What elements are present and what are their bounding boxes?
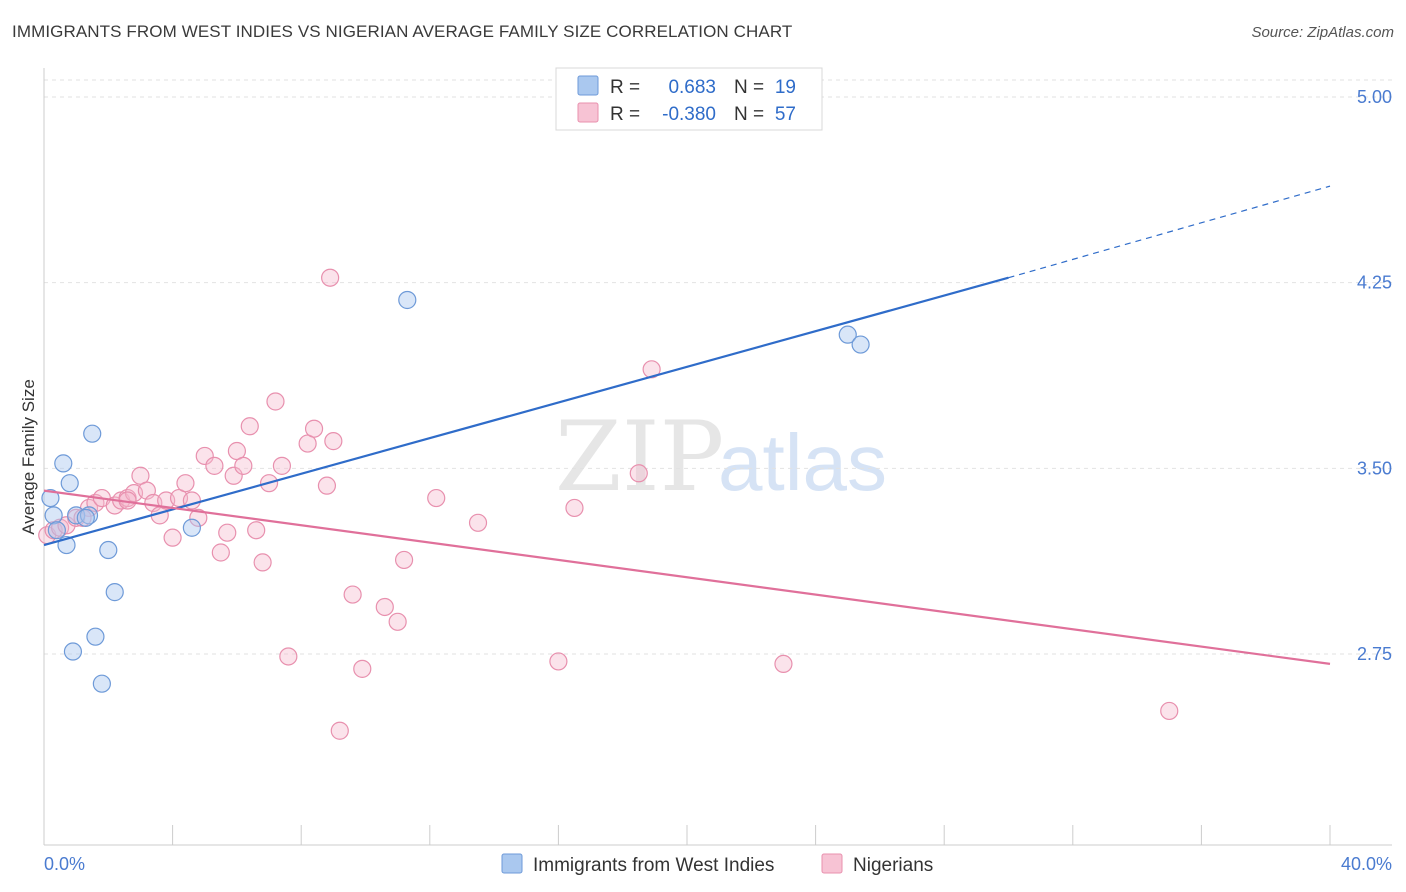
trend-lines <box>43 185 1331 665</box>
legend-r-value-blue: 0.683 <box>668 77 716 98</box>
data-point-pink <box>195 446 214 466</box>
data-point-pink <box>176 474 195 493</box>
data-point-blue <box>47 521 66 540</box>
legend-n-value-pink: 57 <box>775 104 796 125</box>
data-point-pink <box>272 456 292 475</box>
series-legend-swatch-pink <box>821 853 843 874</box>
y-tick-labels: 2.75 3.50 4.25 5.00 <box>1357 87 1392 664</box>
x-ticks <box>43 825 1331 845</box>
data-point-pink <box>163 528 182 547</box>
watermark-zip: ZIP <box>555 401 724 513</box>
data-point-pink <box>247 521 266 540</box>
data-point-blue <box>60 474 79 493</box>
data-point-blue <box>63 642 83 661</box>
y-tick-label: 2.75 <box>1357 644 1392 664</box>
data-point-blue <box>54 454 73 473</box>
data-point-pink <box>224 466 243 485</box>
data-point-pink <box>353 659 372 678</box>
data-point-blue <box>92 674 111 693</box>
data-point-blue <box>398 290 417 310</box>
data-point-pink <box>394 550 414 570</box>
data-point-pink <box>330 721 349 740</box>
data-point-pink <box>279 647 298 666</box>
watermark-atlas: atlas <box>718 418 887 507</box>
data-point-blue <box>41 488 60 508</box>
legend-r-label-pink: R = <box>610 104 640 125</box>
data-point-pink <box>211 543 230 562</box>
source-label: Source: ZipAtlas.com <box>1251 24 1394 41</box>
data-point-blue <box>851 335 870 354</box>
data-point-pink <box>304 419 324 438</box>
data-point-pink <box>234 456 253 475</box>
data-point-blue <box>838 325 857 344</box>
stats-legend: R = 0.683 N = 19 R = -0.380 N = 57 <box>555 67 823 131</box>
data-point-pink <box>343 585 362 604</box>
axes <box>43 68 1392 846</box>
data-point-pink <box>324 432 343 451</box>
y-tick-label: 5.00 <box>1357 87 1392 107</box>
x-tick-label-min: 0.0% <box>44 854 85 874</box>
data-point-pink <box>253 553 272 572</box>
legend-n-value-blue: 19 <box>775 77 796 98</box>
grid-lines <box>44 79 1392 655</box>
data-point-pink <box>218 523 237 542</box>
y-tick-label: 4.25 <box>1357 273 1392 293</box>
data-point-pink <box>1160 701 1179 721</box>
data-point-pink <box>266 392 285 411</box>
data-point-blue <box>44 506 63 525</box>
series-legend-label-pink: Nigerians <box>853 855 933 876</box>
data-point-pink <box>321 268 340 287</box>
legend-n-label-blue: N = <box>734 77 764 98</box>
series-legend-label-blue: Immigrants from West Indies <box>533 855 774 876</box>
legend-swatch-pink <box>577 102 599 123</box>
data-point-blue <box>99 540 118 560</box>
data-point-pink <box>468 513 488 532</box>
data-point-pink <box>549 652 568 671</box>
data-points <box>38 268 1179 740</box>
legend-r-label-blue: R = <box>610 77 640 98</box>
data-point-blue <box>105 583 124 602</box>
data-point-pink <box>565 498 584 518</box>
y-tick-label: 3.50 <box>1357 458 1392 478</box>
data-point-blue <box>79 506 99 525</box>
data-point-pink <box>375 597 394 617</box>
data-point-pink <box>388 612 407 631</box>
trend-line-blue <box>43 276 1009 547</box>
y-axis-label: Average Family Size <box>19 379 38 535</box>
x-tick-label-max: 40.0% <box>1341 854 1392 874</box>
data-point-blue <box>86 627 105 646</box>
data-point-pink <box>317 476 337 495</box>
series-legend-swatch-blue <box>501 853 523 874</box>
data-point-pink <box>427 488 446 508</box>
trend-line-blue-dashed <box>1008 185 1331 279</box>
data-point-pink <box>642 360 661 379</box>
legend-r-value-pink: -0.380 <box>662 104 716 125</box>
data-point-pink <box>629 464 648 483</box>
data-point-pink <box>240 417 259 436</box>
legend-swatch-blue <box>577 75 599 96</box>
data-point-pink <box>57 516 76 535</box>
data-point-pink <box>774 654 793 674</box>
series-legend: Immigrants from West Indies Nigerians <box>501 853 933 876</box>
chart-title: IMMIGRANTS FROM WEST INDIES VS NIGERIAN … <box>12 22 793 41</box>
trend-line-pink <box>43 489 1331 665</box>
data-point-blue <box>76 508 95 527</box>
data-point-blue <box>83 424 102 443</box>
data-point-blue <box>182 518 201 537</box>
data-point-pink <box>189 508 208 527</box>
stats-legend-box <box>555 67 823 131</box>
legend-n-label-pink: N = <box>734 104 764 125</box>
data-point-pink <box>205 456 224 475</box>
